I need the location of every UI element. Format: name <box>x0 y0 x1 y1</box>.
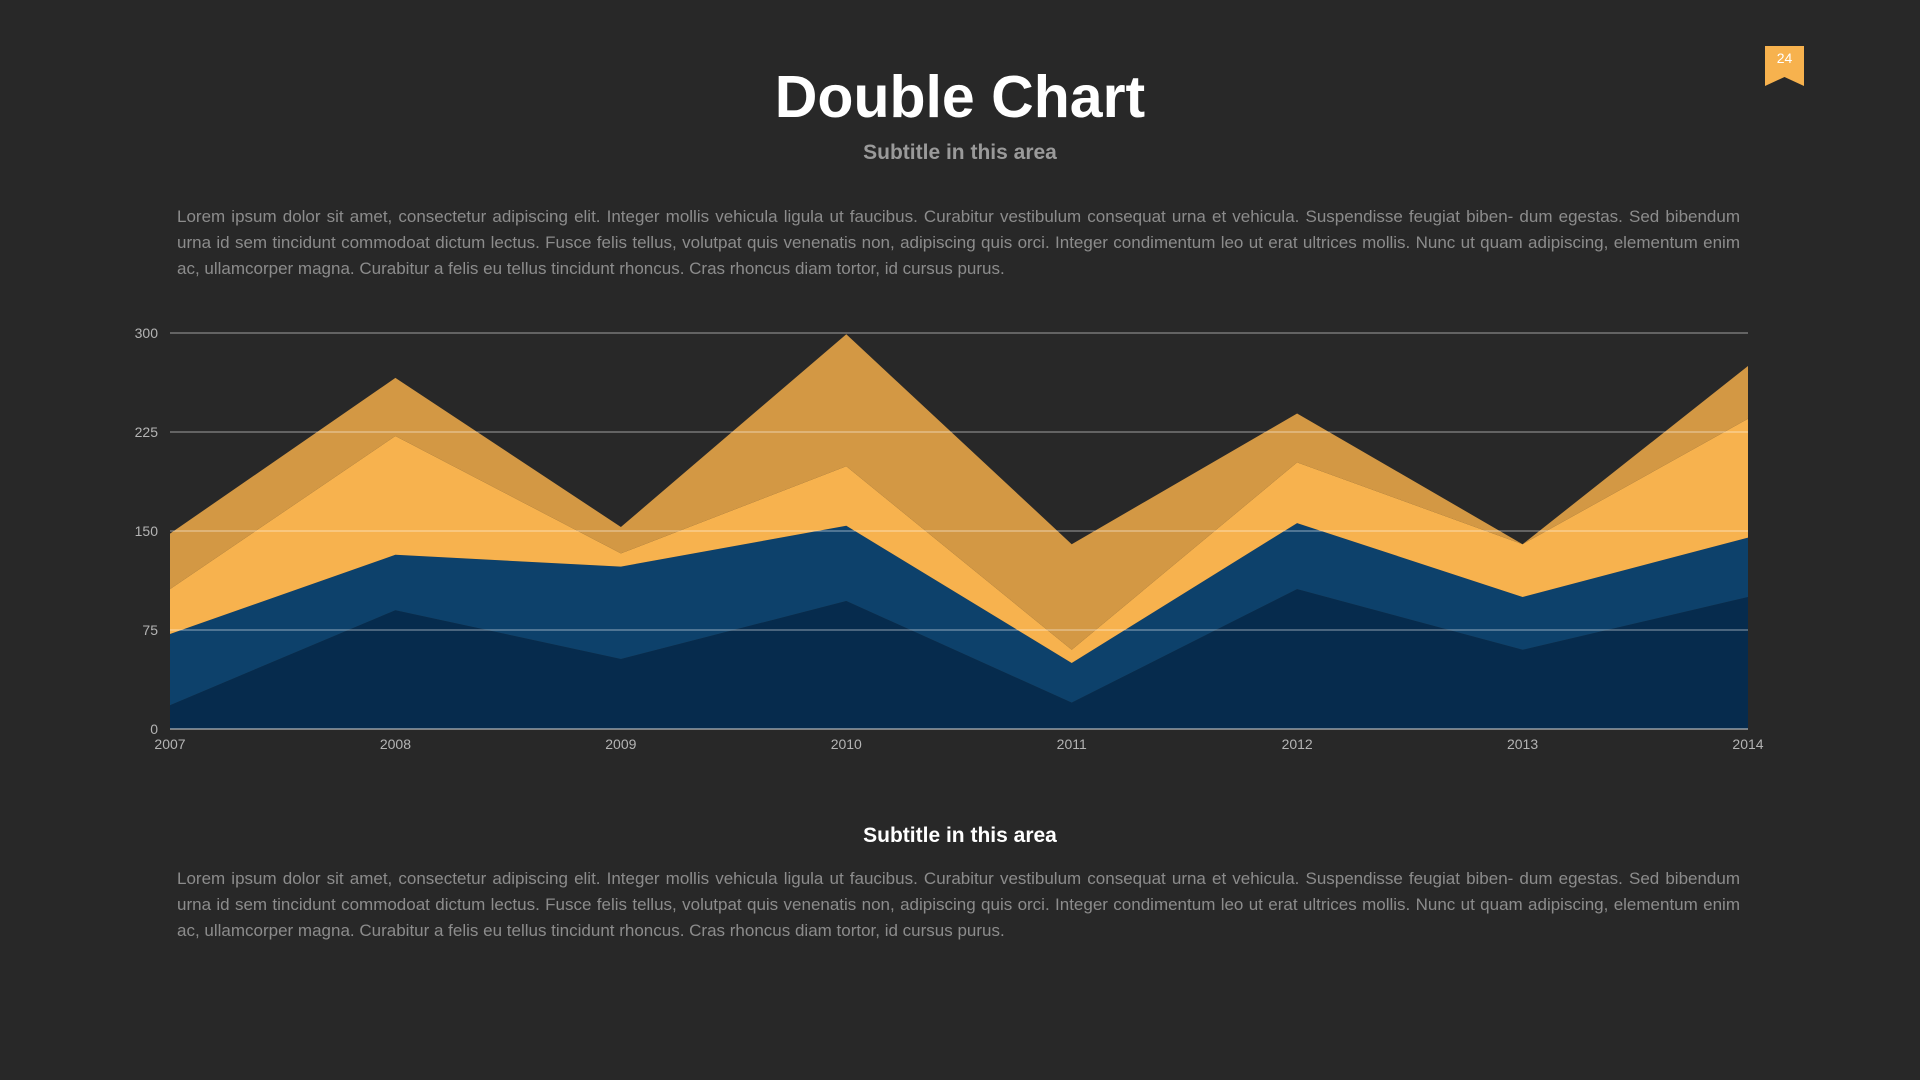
bookmark-icon <box>1765 46 1804 86</box>
x-tick-label: 2008 <box>380 736 411 752</box>
y-tick-label: 75 <box>142 622 158 638</box>
paragraph-bottom: Lorem ipsum dolor sit amet, consectetur … <box>177 869 1740 940</box>
y-tick-label: 150 <box>135 523 159 539</box>
area-series-1 <box>170 589 1748 729</box>
x-tick-label: 2014 <box>1732 736 1763 752</box>
slide-title: Double Chart <box>774 64 1146 130</box>
area-series-4 <box>170 334 1748 650</box>
y-tick-label: 300 <box>135 325 159 341</box>
x-tick-label: 2007 <box>154 736 185 752</box>
x-tick-label: 2012 <box>1282 736 1313 752</box>
subtitle-bottom: Subtitle in this area <box>863 824 1057 847</box>
x-tick-label: 2010 <box>831 736 862 752</box>
y-tick-label: 0 <box>150 721 158 737</box>
x-tick-label: 2013 <box>1507 736 1538 752</box>
area-series-2 <box>170 523 1748 706</box>
page-number: 24 <box>1776 50 1793 66</box>
subtitle-top: Subtitle in this area <box>863 141 1057 164</box>
area-series-3 <box>170 418 1748 663</box>
x-tick-label: 2009 <box>605 736 636 752</box>
x-tick-label: 2011 <box>1057 736 1087 752</box>
paragraph-top: Lorem ipsum dolor sit amet, consectetur … <box>177 207 1740 278</box>
y-tick-label: 225 <box>135 424 159 440</box>
